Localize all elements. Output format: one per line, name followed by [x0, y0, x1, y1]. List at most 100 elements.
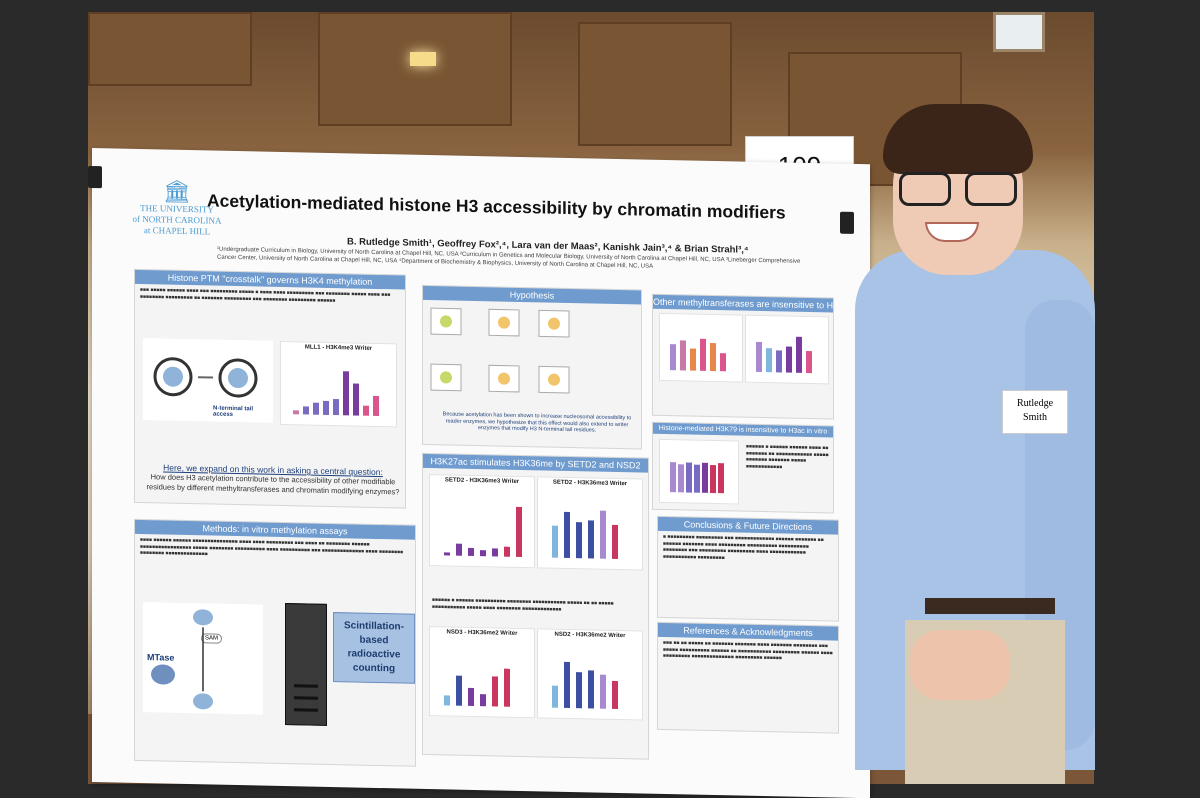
chart-bar	[373, 395, 379, 417]
window	[993, 12, 1045, 52]
chart-bar	[363, 405, 369, 416]
chart-title: MLL1 - H3K4me3 Writer	[304, 344, 373, 352]
glasses-lens	[899, 172, 951, 206]
chart-bar	[600, 674, 606, 709]
enzyme-icon	[151, 609, 213, 710]
chart-bar	[333, 399, 339, 416]
chart-bar	[612, 524, 618, 560]
chart-bar	[353, 383, 359, 416]
section-references: References & Acknowledgments ■■■ ■■ ■■ ■…	[657, 621, 839, 734]
research-poster: 🏛 THE UNIVERSITY of NORTH CAROLINA at CH…	[88, 148, 870, 798]
name-tag-line: Rutledge	[1016, 398, 1054, 409]
section-body-text: ■■■ ■■■■■ ■■■■■■ ■■■■ ■■■ ■■■■■■■■■ ■■■■…	[140, 287, 391, 304]
name-tag: Rutledge Smith	[1002, 390, 1068, 434]
chart-bar	[444, 695, 450, 706]
chart-bar	[700, 338, 706, 371]
chart-title: SETD2 - H3K36me3 Writer	[444, 477, 520, 485]
chart-bar	[456, 675, 462, 706]
chart-bar	[313, 402, 319, 415]
setd2-chart-b: SETD2 - H3K36me3 Writer	[537, 476, 643, 571]
name-tag-line: Smith	[1023, 412, 1047, 423]
nsd3-chart: NSD3 - H3K36me2 Writer	[429, 626, 535, 719]
chart-bar	[444, 552, 450, 556]
chart-bar	[680, 340, 686, 371]
h3k79-chart	[659, 438, 739, 505]
section-body-text: ■■■ ■■ ■■ ■■■■■ ■■ ■■■■■■■ ■■■■■■■ ■■■■ …	[663, 639, 833, 662]
hypothesis-text: Because acetylation has been shown to in…	[442, 411, 632, 434]
section-other-methyltransferases: Other methyltransferases are insensitive…	[652, 293, 834, 420]
binder-clip	[840, 211, 854, 234]
tail-access-label: N-terminal tail access	[213, 405, 254, 418]
chart-bar	[552, 685, 558, 708]
ceiling-light	[410, 52, 436, 66]
section-body-text: ■■■■ ■■■■■■ ■■■■■■ ■■■■■■■■■■■■■■■ ■■■■ …	[140, 537, 404, 558]
chart-bar	[796, 336, 802, 373]
chart-bar	[786, 346, 792, 373]
chart-title: SETD2 - H3K36me3 Writer	[552, 479, 628, 488]
chart-bar	[588, 670, 594, 709]
chart-bar	[710, 342, 716, 372]
chart-title: NSD2 - H3K36me2 Writer	[554, 631, 626, 640]
crosstalk-diagram: N-terminal tail access	[143, 338, 273, 423]
mll1-chart: MLL1 - H3K4me3 Writer	[280, 340, 397, 428]
poster-title: Acetylation-mediated histone H3 accessib…	[207, 190, 786, 223]
setd2-chart: SETD2 - H3K36me3 Writer	[429, 474, 535, 569]
chart-bar	[576, 522, 582, 559]
chart-bar	[702, 462, 708, 493]
gel-band	[294, 708, 318, 712]
section-body-text: ■■■■■■ ■ ■■■■■■ ■■■■■■■■■■ ■■■■■■■■ ■■■■…	[432, 597, 614, 613]
chart-bar	[600, 510, 606, 559]
chart-bar	[612, 680, 618, 710]
wall-panel	[318, 12, 512, 126]
chart-bar	[343, 371, 349, 416]
nucleosome-icon	[153, 357, 258, 398]
chart-bar	[690, 348, 696, 371]
nsd2-chart: NSD2 - H3K36me2 Writer	[537, 628, 643, 721]
chart-bar	[710, 464, 716, 494]
question-text: How does H3 acetylation contribute to th…	[146, 472, 400, 497]
section-body-text: ■■■■■■ ■ ■■■■■■ ■■■■■■ ■■■■ ■■ ■■■■■■■ ■…	[746, 443, 829, 470]
presenter: Rutledge Smith	[855, 100, 1095, 784]
glasses-icon	[895, 172, 1021, 206]
section-conclusions: Conclusions & Future Directions ■ ■■■■■■…	[657, 515, 839, 622]
belt	[925, 598, 1055, 614]
chart-bar	[492, 548, 498, 557]
chart-bar	[588, 520, 594, 559]
wall-panel	[88, 12, 252, 86]
gel-image	[285, 603, 327, 726]
chart-bar	[492, 676, 498, 707]
logo-text: at CHAPEL HILL	[143, 225, 211, 237]
section-heading: Other methyltransferases are insensitive…	[653, 294, 833, 313]
section-h3k27ac: H3K27ac stimulates H3K36me by SETD2 and …	[422, 452, 649, 760]
chart-bar	[504, 546, 510, 557]
other-chart-b	[745, 314, 829, 385]
gel-band	[294, 696, 318, 700]
chart-bar	[678, 464, 684, 493]
chart-bar	[552, 525, 558, 558]
clasped-hands	[910, 630, 1010, 700]
chart-bar	[456, 543, 462, 556]
chart-bar	[303, 406, 309, 415]
section-heading: Histone-mediated H3K79 is insensitive to…	[653, 422, 833, 438]
chart-bar	[564, 661, 570, 709]
chart-bar	[293, 410, 299, 415]
chart-bar	[766, 348, 772, 373]
chart-title: NSD3 - H3K36me2 Writer	[446, 629, 518, 637]
chart-bar	[806, 350, 812, 374]
binder-clip	[88, 165, 102, 189]
methods-schematic: MTase SAM	[143, 602, 263, 715]
chart-bar	[504, 668, 510, 707]
chart-bar	[756, 341, 762, 373]
section-methods: Methods: in vitro methylation assays ■■■…	[134, 518, 416, 767]
central-question: Here, we expand on this work in asking a…	[135, 460, 411, 500]
gel-band	[294, 684, 318, 688]
section-heading: Hypothesis	[423, 285, 641, 305]
chart-bar	[576, 672, 582, 709]
chart-bar	[480, 550, 486, 557]
chart-bar	[480, 694, 486, 707]
hair	[883, 104, 1033, 174]
section-hypothesis: Hypothesis Because acetylation has been …	[422, 284, 642, 450]
chart-bar	[468, 547, 474, 557]
wall-panel	[578, 22, 732, 146]
chart-bar	[720, 353, 726, 372]
